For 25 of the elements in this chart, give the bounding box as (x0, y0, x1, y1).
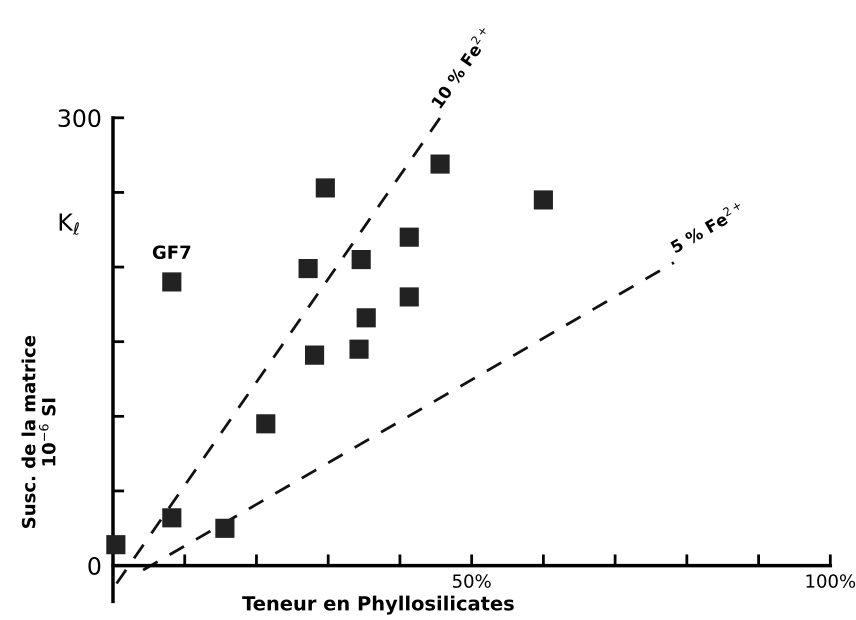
point (534, 190, 553, 210)
y-tick-label: 0 (88, 557, 100, 575)
point (106, 535, 126, 554)
x-axis-title: Teneur en Phyllosilicates (242, 596, 514, 615)
x-tick-label: 50% (452, 574, 491, 588)
annotation: GF7 (152, 245, 190, 260)
x-tick-label: 100% (806, 574, 856, 588)
point (400, 228, 419, 247)
text: K$_{ℓ}$ (60, 213, 79, 235)
point (162, 508, 182, 528)
point (349, 340, 369, 359)
point (215, 518, 234, 538)
point (400, 287, 419, 306)
point (162, 272, 182, 292)
point (298, 258, 318, 278)
point (430, 154, 450, 174)
point (316, 178, 335, 198)
point (304, 346, 324, 365)
point (256, 414, 276, 434)
point (352, 250, 371, 270)
text: 10 % Fe$^{2+}$ (428, 26, 493, 109)
text: 5 % Fe$^{2+}$ (668, 200, 746, 254)
y-tick-label: 300 (58, 109, 100, 128)
y-axis-title: Susc. de la matrice 10$^{−6}$ SI (22, 336, 56, 528)
point (356, 308, 376, 328)
